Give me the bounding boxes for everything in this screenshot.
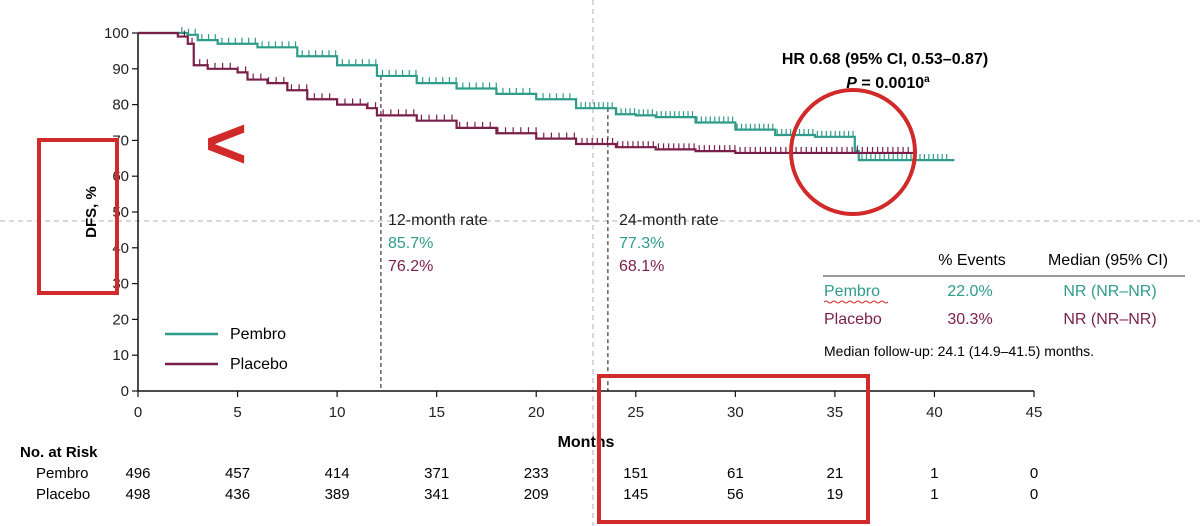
at-risk-value-placebo: 389 (325, 486, 350, 503)
rate12-pembro-value: 85.7% (388, 235, 433, 252)
legend-placebo-label: Placebo (230, 356, 288, 373)
series-group (138, 27, 955, 162)
spellcheck-underline (823, 300, 889, 304)
at-risk-value-placebo: 56 (727, 486, 744, 503)
y-tick-label: 30 (112, 276, 129, 293)
at-risk-value-pembro: 151 (623, 465, 648, 482)
legend-pembro-label: Pembro (230, 326, 286, 343)
y-tick-label: 50 (112, 204, 129, 221)
x-axis-label: Months (558, 434, 615, 451)
highlight-circle-tail (789, 88, 917, 216)
x-tick-label: 25 (627, 404, 644, 421)
table-row-placebo-name: Placebo (824, 311, 882, 328)
y-tick-label: 0 (121, 383, 129, 400)
at-risk-value-pembro: 1 (930, 465, 938, 482)
at-risk-value-placebo: 436 (225, 486, 250, 503)
at-risk-row-pembro-name: Pembro (36, 465, 89, 482)
x-tick-label: 5 (233, 404, 241, 421)
x-tick-label: 0 (134, 404, 142, 421)
at-risk-values: 496 457 414 371 233 151 61 21 1 0 498 436 389 341 209 1… (125, 465, 1038, 503)
x-tick-label: 30 (727, 404, 744, 421)
at-risk-value-placebo: 19 (827, 486, 844, 503)
at-risk-value-pembro: 496 (125, 465, 150, 482)
x-tick-label: 40 (926, 404, 943, 421)
at-risk-value-pembro: 233 (524, 465, 549, 482)
table-row-pembro-events: 22.0% (947, 283, 992, 300)
table-row-pembro-median: NR (NR–NR) (1063, 283, 1156, 300)
at-risk-value-pembro: 457 (225, 465, 250, 482)
y-tick-label: 90 (112, 61, 129, 78)
at-risk-value-placebo: 341 (424, 486, 449, 503)
table-footnote: Median follow-up: 24.1 (14.9–41.5) month… (824, 343, 1094, 359)
at-risk-value-pembro: 61 (727, 465, 744, 482)
at-risk-row-placebo-name: Placebo (36, 486, 90, 503)
table-header-median: Median (95% CI) (1048, 252, 1168, 269)
x-axis-ticks: 0 5 10 15 20 25 30 35 40 45 (134, 391, 1043, 421)
y-tick-label: 40 (112, 240, 129, 257)
chevron-annotation: < (205, 104, 247, 184)
at-risk-value-placebo: 0 (1030, 486, 1038, 503)
x-tick-label: 45 (1026, 404, 1043, 421)
p-value-annotation: P = 0.0010a (846, 74, 930, 92)
highlight-box-at-risk (597, 374, 870, 524)
y-tick-label: 60 (112, 168, 129, 185)
p-superscript: a (924, 74, 930, 85)
y-tick-label: 80 (112, 97, 129, 114)
at-risk-value-pembro: 371 (424, 465, 449, 482)
y-tick-label: 100 (104, 25, 129, 42)
p-value: = 0.0010 (857, 75, 924, 92)
table-row-pembro-name: Pembro (824, 283, 880, 300)
at-risk-value-pembro: 21 (827, 465, 844, 482)
p-label: P (846, 75, 857, 92)
at-risk-value-placebo: 145 (623, 486, 648, 503)
at-risk-value-placebo: 498 (125, 486, 150, 503)
table-row-placebo-events: 30.3% (947, 311, 992, 328)
at-risk-title: No. at Risk (20, 444, 98, 461)
y-tick-label: 10 (112, 347, 129, 364)
table-header-events: % Events (938, 252, 1006, 269)
rate-reference-lines (380, 75, 609, 391)
y-tick-label: 20 (112, 311, 129, 328)
at-risk-value-placebo: 1 (930, 486, 938, 503)
at-risk-value-pembro: 0 (1030, 465, 1038, 482)
highlight-box-ylabel (37, 138, 119, 295)
x-tick-label: 15 (428, 404, 445, 421)
rate12-placebo-value: 76.2% (388, 258, 433, 275)
x-tick-label: 35 (827, 404, 844, 421)
at-risk-value-placebo: 209 (524, 486, 549, 503)
rate12-label: 12-month rate (388, 212, 488, 229)
rate24-placebo-value: 68.1% (619, 258, 664, 275)
table-row-placebo-median: NR (NR–NR) (1063, 311, 1156, 328)
x-tick-label: 20 (528, 404, 545, 421)
y-axis-label: DFS, % (83, 186, 100, 238)
at-risk-value-pembro: 414 (325, 465, 350, 482)
x-tick-label: 10 (329, 404, 346, 421)
rate24-pembro-value: 77.3% (619, 235, 664, 252)
rate24-label: 24-month rate (619, 212, 719, 229)
hr-annotation: HR 0.68 (95% CI, 0.53–0.87) (782, 51, 988, 68)
